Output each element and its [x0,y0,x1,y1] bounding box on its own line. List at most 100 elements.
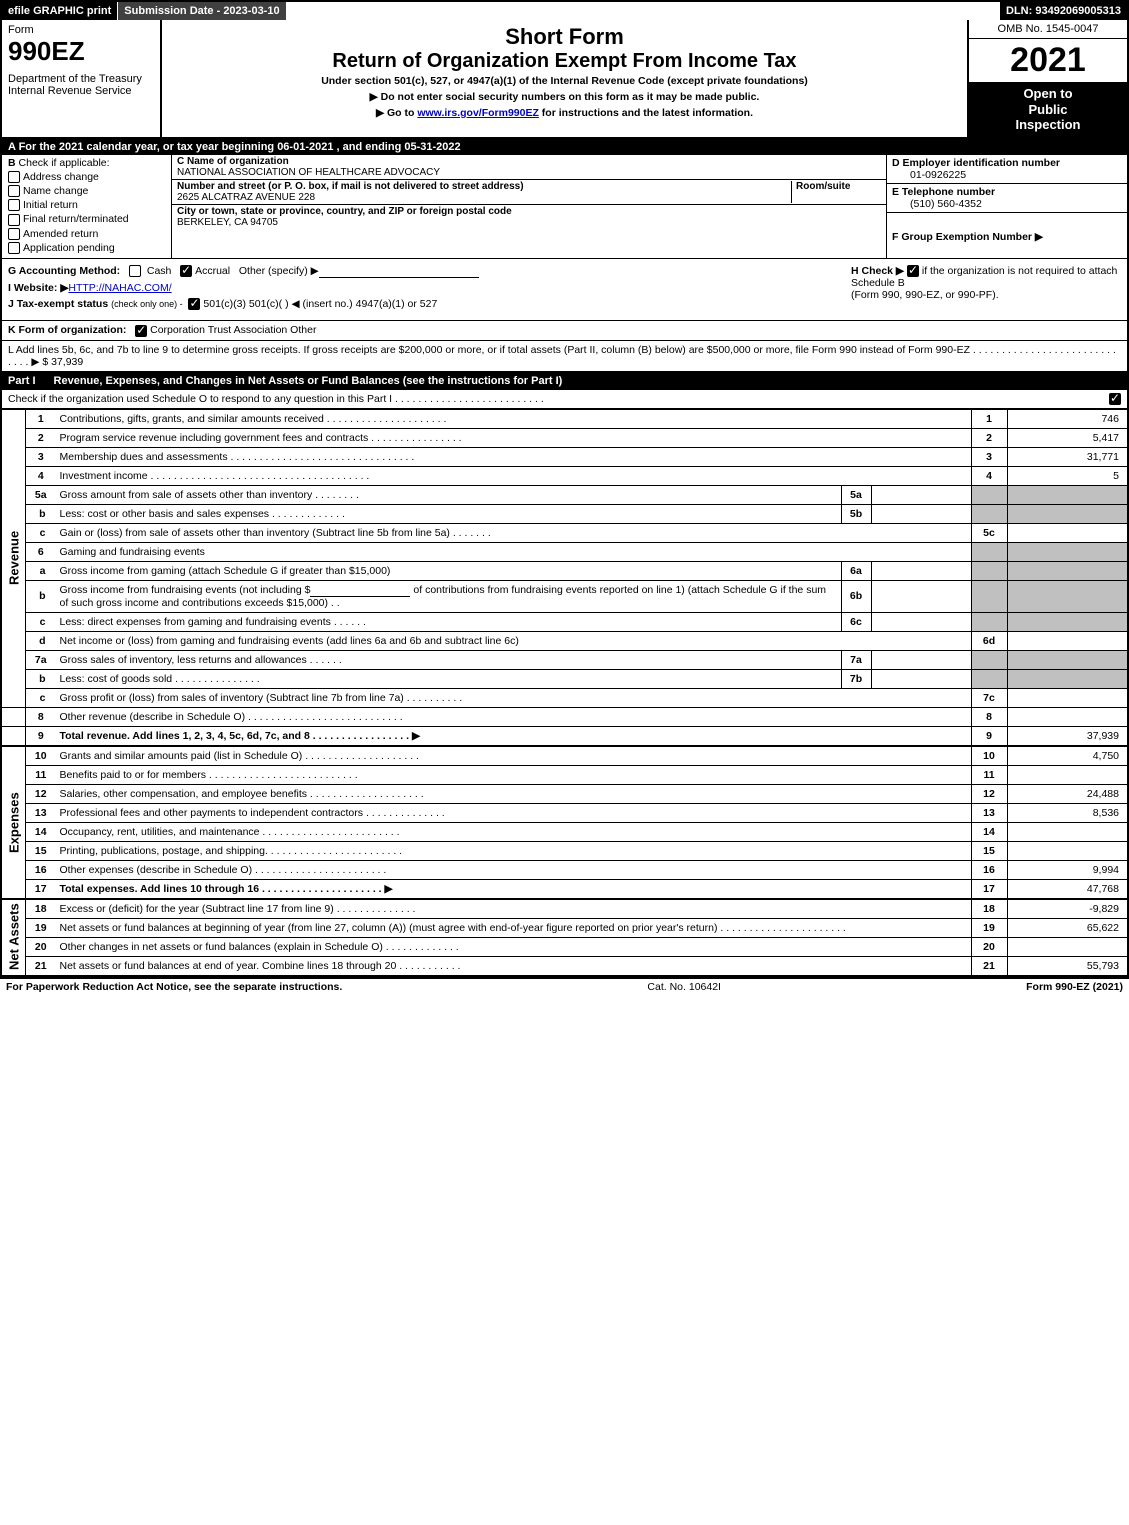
inspection-box: Open to Public Inspection [969,82,1127,137]
gross-receipts: 37,939 [51,356,83,368]
section-gh: G Accounting Method: Cash Accrual Other … [2,259,1127,321]
part-1-instruction: Check if the organization used Schedule … [2,390,1127,409]
amount-19: 65,622 [1007,918,1127,937]
table-row: 17Total expenses. Add lines 10 through 1… [2,879,1127,899]
table-row: 21Net assets or fund balances at end of … [2,956,1127,975]
arrow-line-1: ▶ Do not enter social security numbers o… [170,91,959,103]
org-name: NATIONAL ASSOCIATION OF HEALTHCARE ADVOC… [177,167,440,178]
table-row: 14Occupancy, rent, utilities, and mainte… [2,822,1127,841]
table-row: Revenue 1 Contributions, gifts, grants, … [2,409,1127,428]
title-center: Short Form Return of Organization Exempt… [162,20,967,137]
short-form-title: Short Form [170,24,959,50]
checkbox-final-return[interactable] [8,214,20,226]
table-row: 8Other revenue (describe in Schedule O) … [2,707,1127,726]
section-b: B Check if applicable: Address change Na… [2,155,172,258]
table-row: Net Assets 18Excess or (deficit) for the… [2,899,1127,919]
expenses-label: Expenses [2,746,26,899]
footer-catno: Cat. No. 10642I [342,981,1026,993]
top-bar: efile GRAPHIC print Submission Date - 20… [2,2,1127,20]
checkbox-name-change[interactable] [8,185,20,197]
line-j: J Tax-exempt status (check only one) - 5… [8,298,841,310]
department: Department of the Treasury [8,73,154,85]
part-1-header: Part I Revenue, Expenses, and Changes in… [2,372,1127,390]
amount-17: 47,768 [1007,879,1127,899]
table-row: bGross income from fundraising events (n… [2,580,1127,612]
checkbox-address-change[interactable] [8,171,20,183]
submission-date: Submission Date - 2023-03-10 [118,2,286,20]
table-row: cLess: direct expenses from gaming and f… [2,612,1127,631]
amount-2: 5,417 [1007,428,1127,447]
form-number: 990EZ [8,36,154,67]
amount-12: 24,488 [1007,784,1127,803]
section-h: H Check ▶ if the organization is not req… [847,259,1127,320]
org-city: BERKELEY, CA 94705 [177,217,278,228]
part-1-table: Revenue 1 Contributions, gifts, grants, … [2,409,1127,975]
table-row: 5aGross amount from sale of assets other… [2,485,1127,504]
checkbox-amended[interactable] [8,228,20,240]
table-row: 2Program service revenue including gover… [2,428,1127,447]
amount-1: 746 [1007,409,1127,428]
page-footer: For Paperwork Reduction Act Notice, see … [0,977,1129,995]
section-c: C Name of organization NATIONAL ASSOCIAT… [172,155,887,258]
return-title: Return of Organization Exempt From Incom… [170,50,959,73]
amount-18: -9,829 [1007,899,1127,919]
amount-9: 37,939 [1007,726,1127,746]
tax-year: 2021 [969,39,1127,82]
line-k: K Form of organization: Corporation Trus… [2,321,1127,340]
table-row: 3Membership dues and assessments . . . .… [2,447,1127,466]
form-id-box: Form 990EZ Department of the Treasury In… [2,20,162,137]
website-link[interactable]: HTTP://NAHAC.COM/ [68,282,171,294]
phone: (510) 560-4352 [892,198,1122,210]
table-row: bLess: cost of goods sold . . . . . . . … [2,669,1127,688]
section-bcd: B Check if applicable: Address change Na… [2,155,1127,259]
under-section: Under section 501(c), 527, or 4947(a)(1)… [170,75,959,87]
checkbox-accrual[interactable] [180,265,192,277]
table-row: 11Benefits paid to or for members . . . … [2,765,1127,784]
section-de: D Employer identification number 01-0926… [887,155,1127,258]
net-assets-label: Net Assets [2,899,26,975]
table-row: 9Total revenue. Add lines 1, 2, 3, 4, 5c… [2,726,1127,746]
table-row: 19Net assets or fund balances at beginni… [2,918,1127,937]
form-word: Form [8,24,154,36]
table-row: 4Investment income . . . . . . . . . . .… [2,466,1127,485]
revenue-label: Revenue [2,409,26,707]
irs-link[interactable]: www.irs.gov/Form990EZ [417,107,539,119]
line-l: L Add lines 5b, 6c, and 7b to line 9 to … [2,341,1127,372]
checkbox-schedule-o[interactable] [1109,393,1121,405]
org-street: 2625 ALCATRAZ AVENUE 228 [177,192,315,203]
amount-13: 8,536 [1007,803,1127,822]
checkbox-h[interactable] [907,265,919,277]
table-row: aGross income from gaming (attach Schedu… [2,561,1127,580]
table-row: 6Gaming and fundraising events [2,542,1127,561]
checkbox-cash[interactable] [129,265,141,277]
irs-label: Internal Revenue Service [8,85,154,97]
table-row: 20Other changes in net assets or fund ba… [2,937,1127,956]
table-row: 7aGross sales of inventory, less returns… [2,650,1127,669]
title-bar: Form 990EZ Department of the Treasury In… [2,20,1127,139]
checkbox-501c3[interactable] [188,298,200,310]
table-row: 13Professional fees and other payments t… [2,803,1127,822]
line-i: I Website: ▶HTTP://NAHAC.COM/ [8,282,841,294]
arrow-line-2: ▶ Go to www.irs.gov/Form990EZ for instru… [170,107,959,119]
amount-10: 4,750 [1007,746,1127,766]
dln-label: DLN: 93492069005313 [1000,2,1127,20]
ein: 01-0926225 [892,169,1122,181]
table-row: dNet income or (loss) from gaming and fu… [2,631,1127,650]
table-row: 15Printing, publications, postage, and s… [2,841,1127,860]
checkbox-pending[interactable] [8,242,20,254]
table-row: cGross profit or (loss) from sales of in… [2,688,1127,707]
line-g: G Accounting Method: Cash Accrual Other … [8,265,841,278]
checkbox-initial-return[interactable] [8,199,20,211]
table-row: Expenses 10Grants and similar amounts pa… [2,746,1127,766]
omb-number: OMB No. 1545-0047 [969,20,1127,39]
amount-21: 55,793 [1007,956,1127,975]
efile-print-label[interactable]: efile GRAPHIC print [2,2,118,20]
table-row: 12Salaries, other compensation, and empl… [2,784,1127,803]
footer-formref: Form 990-EZ (2021) [1026,981,1123,993]
title-right: OMB No. 1545-0047 2021 Open to Public In… [967,20,1127,137]
table-row: bLess: cost or other basis and sales exp… [2,504,1127,523]
table-row: cGain or (loss) from sale of assets othe… [2,523,1127,542]
checkbox-corporation[interactable] [135,325,147,337]
amount-4: 5 [1007,466,1127,485]
amount-16: 9,994 [1007,860,1127,879]
